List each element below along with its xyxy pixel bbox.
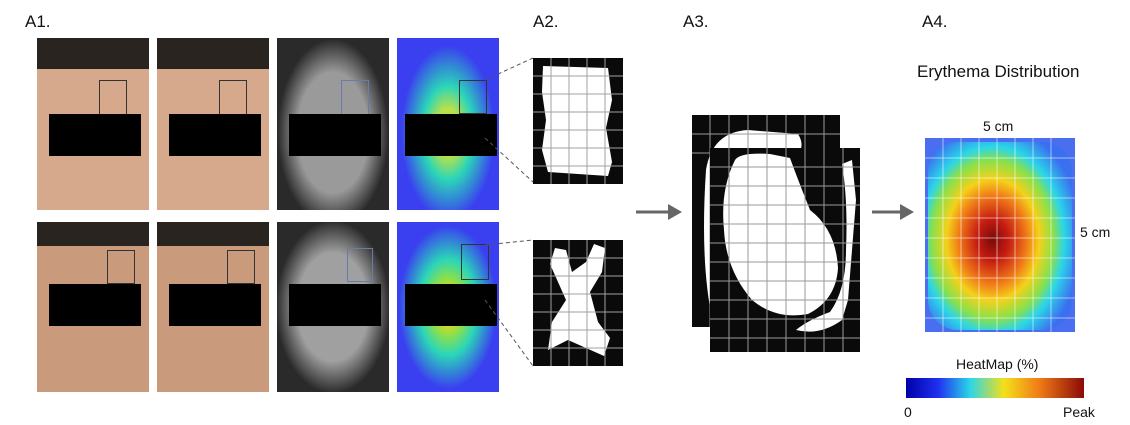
face-heatmap-1 xyxy=(397,38,499,210)
privacy-bar xyxy=(49,284,141,326)
privacy-bar xyxy=(289,284,381,326)
colorbar-title: HeatMap (%) xyxy=(956,356,1039,372)
privacy-bar xyxy=(289,114,381,156)
privacy-bar xyxy=(405,284,497,326)
roi-box xyxy=(461,244,489,280)
colorbar-min-label: 0 xyxy=(904,404,912,420)
connector-line xyxy=(484,299,534,367)
roi-box xyxy=(107,250,135,284)
a4-title: Erythema Distribution xyxy=(917,62,1080,81)
panel-label-a2: A2. xyxy=(533,12,559,31)
colorbar-max-label: Peak xyxy=(1063,404,1095,420)
roi-box xyxy=(347,248,373,282)
privacy-bar xyxy=(169,114,261,156)
connector-line xyxy=(484,137,534,183)
panel-label-a4: A4. xyxy=(922,12,948,31)
roi-mask-1 xyxy=(533,58,623,184)
a4-width-label: 5 cm xyxy=(983,118,1014,134)
face-photo-1 xyxy=(37,38,149,210)
colorbar xyxy=(906,378,1084,398)
connector-line xyxy=(484,57,534,81)
face-gray-1 xyxy=(277,38,389,210)
panel-label-a3: A3. xyxy=(683,12,709,31)
overlay-mask-front xyxy=(710,148,860,352)
face-heatmap-2 xyxy=(397,222,499,392)
privacy-bar xyxy=(405,114,497,156)
erythema-heatmap xyxy=(925,138,1075,332)
roi-box xyxy=(459,80,487,114)
arrow-right-icon xyxy=(636,204,682,220)
connector-line xyxy=(484,239,534,246)
arrow-right-icon xyxy=(872,204,914,220)
face-photo-2 xyxy=(37,222,149,392)
face-photo-roi-1 xyxy=(157,38,269,210)
panel-label-a1: A1. xyxy=(25,12,51,31)
privacy-bar xyxy=(49,114,141,156)
face-gray-2 xyxy=(277,222,389,392)
roi-box xyxy=(227,250,255,284)
face-photo-roi-2 xyxy=(157,222,269,392)
privacy-bar xyxy=(169,284,261,326)
roi-mask-2 xyxy=(533,240,623,366)
a4-height-label: 5 cm xyxy=(1080,224,1111,240)
